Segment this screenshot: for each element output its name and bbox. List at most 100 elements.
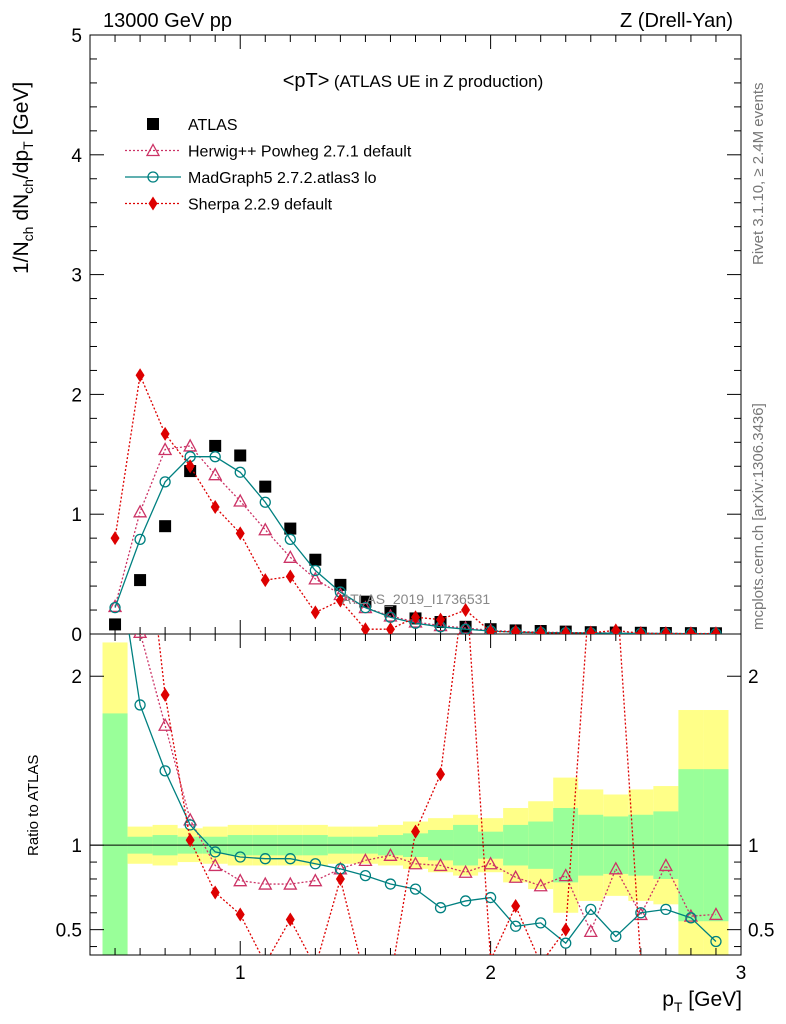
- data-point: [283, 549, 298, 563]
- y-tick-label: 1: [71, 505, 82, 526]
- ratio-point: [208, 858, 223, 872]
- ratio-point: [383, 847, 398, 861]
- ratio-point: [611, 568, 620, 582]
- ratio-point: [409, 883, 422, 895]
- data-point: [109, 618, 122, 631]
- data-point: [359, 601, 372, 614]
- data-point: [309, 553, 322, 566]
- ratio-point: [533, 878, 548, 892]
- data-point: [411, 610, 420, 625]
- data-point: [284, 533, 296, 546]
- watermark: ATLAS_2019_I1736531: [342, 591, 491, 607]
- data-point: [109, 601, 121, 614]
- ratio-y-tick-label: 2: [71, 667, 82, 688]
- ratio-point: [511, 899, 521, 914]
- ratio-point: [358, 853, 373, 867]
- ratio-point: [335, 871, 345, 886]
- ratio-point: [136, 467, 145, 481]
- ratio-point: [483, 856, 498, 870]
- ratio-point: [261, 956, 270, 970]
- x-tick-label: 3: [736, 963, 747, 984]
- data-point: [586, 625, 596, 634]
- y-tick-label: 3: [71, 266, 82, 287]
- ratio-point: [685, 912, 697, 924]
- series-diamond: [110, 368, 721, 634]
- ratio-point: [711, 956, 720, 970]
- header-process: Z (Drell-Yan): [620, 10, 733, 32]
- plot-title-main: <pT>: [283, 70, 330, 92]
- legend-marker: [148, 196, 158, 211]
- ratio-point: [661, 956, 670, 970]
- data-point: [511, 624, 521, 634]
- ratio-point: [686, 956, 695, 970]
- ratio-point: [132, 634, 148, 638]
- series-line: [114, 445, 716, 634]
- band-green: [102, 713, 128, 955]
- ratio-point: [436, 767, 446, 782]
- ratio-point: [158, 717, 173, 731]
- ratio-point: [386, 973, 395, 987]
- data-point: [436, 612, 446, 627]
- ratio-point: [558, 868, 573, 882]
- ratio-point: [608, 861, 623, 875]
- series-line: [114, 456, 716, 634]
- data-point: [284, 522, 297, 535]
- ratio-point: [708, 907, 724, 921]
- data-point: [185, 459, 195, 474]
- series-triangle: [107, 438, 721, 634]
- ratio-point: [561, 922, 571, 937]
- ratio-point: [508, 869, 523, 883]
- data-point: [134, 574, 147, 587]
- ratio-point: [134, 699, 146, 711]
- ratio-point: [258, 876, 273, 890]
- data-point: [160, 426, 170, 441]
- legend-entry: Sherpa 2.2.9 default: [125, 196, 333, 214]
- ratio-point: [585, 903, 597, 916]
- data-point: [335, 593, 345, 608]
- ratio-point: [185, 833, 195, 848]
- y-tick-label: 2: [71, 385, 82, 406]
- data-point: [310, 605, 320, 620]
- data-point: [260, 573, 270, 588]
- data-point: [458, 620, 473, 634]
- ratio-series-circle: [128, 634, 722, 949]
- data-point: [134, 533, 146, 546]
- ratio-point: [283, 876, 298, 890]
- ratio-point: [459, 895, 472, 907]
- mcplots-label: mcplots.cern.ch [arXiv:1306.3436]: [750, 403, 767, 630]
- data-point: [459, 623, 472, 634]
- data-point: [132, 504, 148, 518]
- ratio-point: [636, 956, 645, 970]
- legend-entry: ATLAS: [147, 117, 238, 134]
- ratio-point: [683, 908, 699, 922]
- ratio-point: [489, 953, 492, 955]
- ratio-point: [560, 937, 572, 949]
- ratio-point: [111, 162, 120, 176]
- data-point: [711, 626, 721, 634]
- ratio-point: [536, 956, 545, 970]
- ratio-point: [411, 824, 420, 839]
- data-point: [159, 520, 172, 533]
- ratio-point: [660, 903, 672, 916]
- legend-marker: [147, 171, 159, 183]
- data-point: [110, 531, 120, 546]
- ratio-point: [235, 907, 245, 922]
- ratio-point: [583, 923, 598, 937]
- y-tick-label: 5: [71, 26, 82, 47]
- x-tick-label: 1: [235, 963, 246, 984]
- data-point: [235, 526, 245, 541]
- ratio-series-diamond: [111, 162, 720, 987]
- data-point: [234, 466, 246, 478]
- data-point: [309, 564, 321, 577]
- ratio-y-tick-label: 1: [748, 836, 759, 857]
- ratio-point: [633, 907, 648, 921]
- data-point: [208, 467, 223, 481]
- legend-label: Herwig++ Powheg 2.7.1 default: [188, 144, 412, 161]
- ratio-point: [361, 973, 370, 987]
- ratio-point: [234, 851, 246, 863]
- ratio-point: [535, 917, 547, 929]
- x-axis-label: pT [GeV]: [662, 988, 742, 1015]
- data-point: [360, 622, 370, 634]
- x-tick-label: 2: [485, 963, 496, 984]
